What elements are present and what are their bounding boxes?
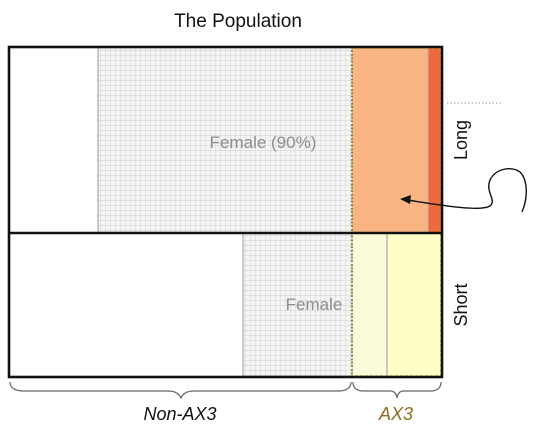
female-top-region (98, 47, 352, 233)
female-top-label: Female (90%) (210, 133, 317, 152)
population-frame (7, 45, 444, 379)
ax3-long-edge-region (428, 47, 442, 233)
ax3-short-left-region (352, 233, 387, 377)
diagram-title: The Population (174, 11, 302, 32)
short-label: Short (451, 283, 471, 326)
non-ax3-brace (9, 381, 352, 400)
ax3-label: AX3 (378, 404, 413, 424)
female-bottom-label: Female (286, 295, 343, 314)
female-bottom-region (243, 233, 352, 377)
top-white-region (9, 47, 98, 233)
ax3-long-region (352, 47, 428, 233)
pointer-arrow (406, 168, 527, 213)
non-ax3-label: Non-AX3 (143, 404, 216, 424)
long-label: Long (451, 120, 471, 160)
ax3-brace (352, 381, 442, 399)
ax3-short-right-region (387, 233, 442, 377)
bottom-white-region (9, 233, 243, 377)
pointer-arrowhead (400, 195, 411, 204)
